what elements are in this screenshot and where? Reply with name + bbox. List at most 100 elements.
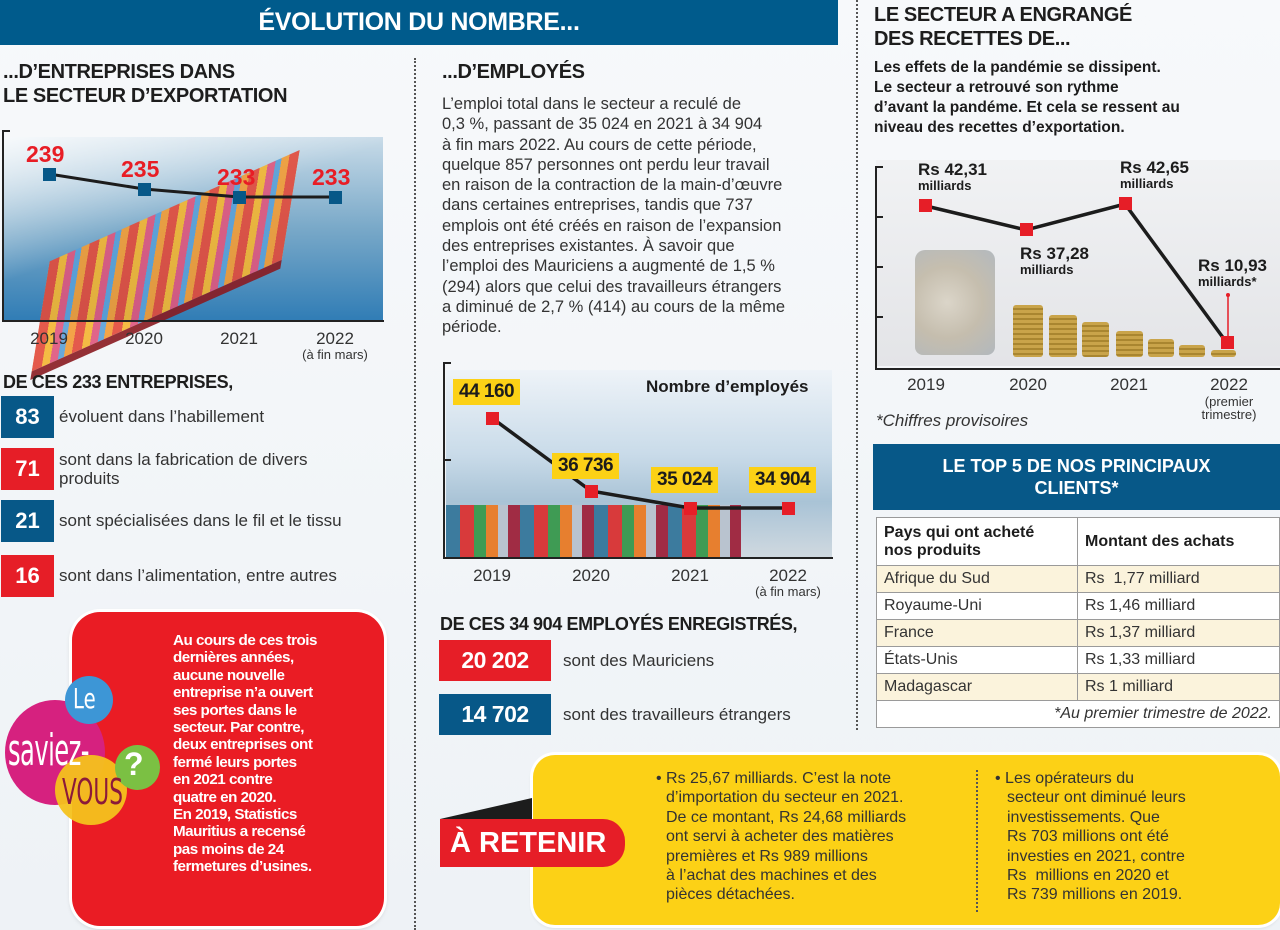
text-line: pas moins de 24: [173, 840, 284, 858]
text-line: investissements. Que: [1007, 808, 1160, 826]
text-line: deux entreprises ont: [173, 736, 313, 754]
x-label: 2021: [1110, 375, 1148, 394]
retenir-label: À RETENIR: [440, 819, 625, 867]
data-point-2021: [1119, 197, 1132, 210]
text-line: dans certaines entreprises, tandis que 7…: [442, 196, 753, 215]
value-label: Rs 42,31 milliards: [918, 161, 987, 193]
text-line: • Rs 25,67 milliards. C’est la note: [656, 770, 892, 787]
heading-line: ...D’ENTREPRISES DANS: [3, 61, 235, 83]
value-label: 235: [121, 156, 160, 182]
cell-amount: Rs 1 milliard: [1077, 673, 1280, 701]
retenir-point-2: • Les opérateurs du secteur ont diminué …: [995, 769, 1275, 905]
coin-stack: [1148, 339, 1174, 357]
recettes-heading: LE SECTEUR A ENGRANGÉ DES RECETTES DE...: [874, 3, 1274, 51]
y-axis: [875, 166, 877, 370]
x-label: 2019: [473, 566, 511, 585]
x-sublabel: (premier trimestre): [1201, 394, 1257, 422]
line-series: [925, 202, 1230, 345]
data-point-2021: [233, 191, 246, 204]
cell-amount: Rs 1,33 milliard: [1077, 646, 1280, 674]
text-line: sont dans la fabrication de divers: [59, 450, 308, 469]
title-line: CLIENTS*: [1034, 478, 1119, 498]
breakdown-text: sont dans la fabrication de divers produ…: [59, 450, 308, 488]
employes-paragraph: L’emploi total dans le secteur a reculé …: [442, 94, 842, 338]
text-line: Rs 703 millions ont été: [1007, 828, 1169, 846]
x-label: 2022: [316, 329, 354, 348]
retenir-yellow-panel: [533, 755, 1280, 925]
count-badge: 16: [1, 555, 54, 597]
retenir-point-1: • Rs 25,67 milliards. C’est la note d’im…: [656, 769, 956, 905]
x-label: 2022: [1210, 375, 1248, 394]
value-amount: Rs 42,65: [1120, 158, 1189, 177]
text-line: En 2019, Statistics: [173, 806, 297, 824]
count-badge: 71: [1, 448, 54, 490]
col-header-country: Pays qui ont acheté nos produits: [876, 517, 1078, 566]
bubble-blue-icon: [65, 676, 113, 724]
question-mark-icon: ?: [124, 746, 144, 782]
text-line: fermetures d’usines.: [173, 858, 312, 876]
table-row: France Rs 1,37 milliard: [876, 619, 1280, 647]
col-header-amount: Montant des achats: [1077, 517, 1280, 566]
text-line: (294) alors que celui des travailleurs é…: [442, 277, 782, 296]
coin-stack: [1116, 331, 1143, 357]
coin-stack: [1179, 345, 1205, 357]
breakdown-text: sont spécialisées dans le fil et le tiss…: [59, 511, 342, 530]
text-line: en 2021 contre: [173, 771, 273, 789]
text-line: Au cours de ces trois: [173, 632, 317, 649]
bubble-green-icon: [115, 745, 160, 790]
coin-stack: [1082, 322, 1109, 357]
data-point-2021: [684, 502, 697, 515]
text-line: quelque 857 personnes ont perdu leur tra…: [442, 155, 770, 174]
text-line: d’avant la pandéme. Et cela se ressent a…: [874, 99, 1180, 116]
header-line: nos produits: [884, 541, 981, 559]
heading-line: LE SECTEUR A ENGRANGÉ: [874, 4, 1132, 26]
value-amount: Rs 10,93: [1198, 256, 1267, 275]
text-line: investies en 2021, contre: [1007, 847, 1185, 865]
text-line: secteur. Par contre,: [173, 719, 304, 737]
retenir-divider: [976, 770, 978, 912]
y-tick: [2, 130, 10, 132]
x-sublabel: (à fin mars): [302, 347, 368, 362]
text-line: Rs millions en 2020 et: [1007, 867, 1169, 885]
y-tick: [875, 316, 883, 318]
table-row: Madagascar Rs 1 milliard: [876, 673, 1280, 701]
text-line: Rs 739 millions en 2019.: [1007, 886, 1183, 904]
cell-amount: Rs 1,37 milliard: [1077, 619, 1280, 647]
x-label: 2021: [671, 566, 709, 585]
cell-country: Afrique du Sud: [876, 565, 1078, 593]
value-label: 35 024: [651, 467, 719, 493]
employes-breakdown-title: DE CES 34 904 EMPLOYÉS ENREGISTRÉS,: [440, 614, 798, 634]
coin-stack: [1049, 315, 1077, 357]
cell-country: France: [876, 619, 1078, 647]
data-point-2022: [329, 191, 342, 204]
table-note: *Au premier trimestre de 2022.: [876, 700, 1280, 728]
value-label: 233: [217, 164, 256, 190]
value-label: 34 904: [749, 467, 817, 493]
table-row: Royaume-Uni Rs 1,46 milliard: [876, 592, 1280, 620]
x-label: 2019: [907, 375, 945, 394]
value-label: Rs 37,28 milliards: [1020, 245, 1089, 277]
breakdown-text: évoluent dans l’habillement: [59, 407, 265, 426]
footnote: *Chiffres provisoires: [876, 411, 1029, 430]
value-label: 239: [26, 141, 65, 167]
text-line: période.: [442, 318, 502, 337]
vous-text: vous: [62, 772, 123, 813]
text-line: Les effets de la pandémie se dissipent.: [874, 59, 1161, 76]
y-tick: [875, 266, 883, 268]
data-point-2019: [486, 412, 499, 425]
value-label: 233: [312, 164, 351, 190]
top5-table: Pays qui ont acheté nos produits Montant…: [876, 517, 1280, 728]
x-axis: [875, 368, 1280, 370]
value-label: 36 736: [552, 453, 620, 479]
text-line: Mauritius a recensé: [173, 823, 306, 841]
text-line: à fin mars 2022. Au cours de cette pério…: [442, 135, 757, 154]
text-line: aucune nouvelle: [173, 666, 285, 684]
text-line: De ce montant, Rs 24,68 milliards: [666, 808, 907, 826]
count-badge: 21: [1, 500, 54, 542]
heading-line: LE SECTEUR D’EXPORTATION: [3, 85, 288, 107]
value-label: Rs 42,65 milliards: [1120, 159, 1189, 191]
text-line: premières et Rs 989 millions: [666, 847, 868, 865]
x-axis: [2, 320, 384, 322]
text-line: a diminué de 2,7 % (414) au cours de la …: [442, 297, 786, 316]
data-point-2020: [1020, 223, 1033, 236]
